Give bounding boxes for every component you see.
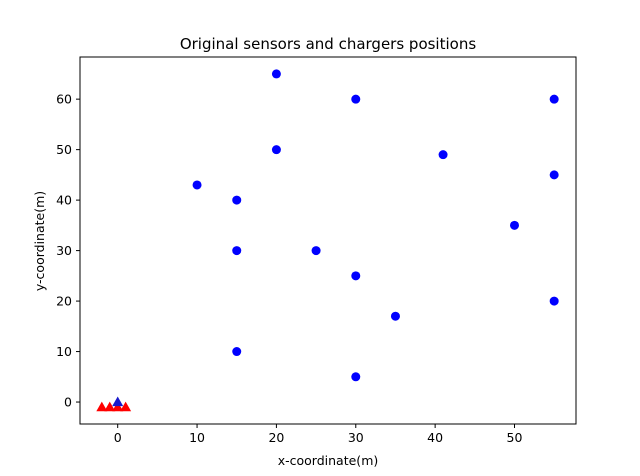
x-tick-label: 10	[189, 430, 205, 445]
y-tick-label: 0	[64, 395, 72, 410]
sensors-point	[549, 170, 559, 180]
sensors-point	[311, 246, 321, 256]
chargers-point	[120, 401, 132, 412]
sensors-point	[232, 347, 242, 357]
plot-area	[79, 56, 577, 425]
sensors-point	[271, 145, 281, 155]
chargers-point	[112, 401, 124, 412]
sensors-point	[232, 195, 242, 205]
y-tick-label: 60	[56, 92, 72, 107]
sensors-point	[232, 246, 242, 256]
y-tick-label: 40	[56, 193, 72, 208]
chargers-point	[96, 401, 108, 412]
y-tick-label: 10	[56, 344, 72, 359]
sensors-point	[192, 180, 202, 190]
sensors-point	[549, 296, 559, 306]
y-tick-label: 20	[56, 294, 72, 309]
y-tick-label: 50	[56, 142, 72, 157]
data-points	[96, 69, 559, 412]
y-axis-label: y-coordinate(m)	[32, 191, 47, 291]
x-tick-label: 50	[507, 430, 523, 445]
sensors-point	[271, 69, 281, 79]
base-point	[112, 396, 124, 407]
sensors-point	[438, 150, 448, 160]
x-tick-label: 40	[427, 430, 443, 445]
x-axis-label: x-coordinate(m)	[278, 453, 379, 468]
y-tick-label: 30	[56, 243, 72, 258]
x-tick-label: 20	[268, 430, 284, 445]
x-axis: 0 10 20 30 40 50	[114, 424, 523, 445]
sensors-point	[549, 94, 559, 104]
x-tick-label: 30	[348, 430, 364, 445]
y-axis: 0 10 20 30 40 50 60	[56, 92, 80, 410]
chart-title: Original sensors and chargers positions	[180, 35, 477, 53]
sensors-point	[509, 220, 519, 230]
x-tick-label: 0	[114, 430, 122, 445]
sensors-point	[351, 94, 361, 104]
sensors-point	[390, 311, 400, 321]
sensors-point	[351, 372, 361, 382]
chargers-point	[104, 401, 116, 412]
sensors-point	[351, 271, 361, 281]
